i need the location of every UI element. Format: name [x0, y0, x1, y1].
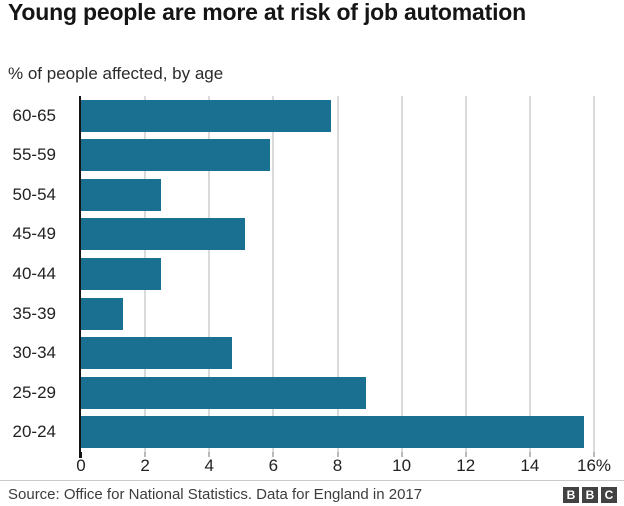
bar-40-44 — [81, 258, 162, 291]
gridline-4 — [208, 96, 211, 452]
gridline-6 — [272, 96, 275, 452]
bar-row-50-54 — [81, 175, 594, 215]
x-tick-label-2: 2 — [140, 456, 150, 475]
y-label-20-24: 20-24 — [12, 422, 56, 442]
plot-area — [79, 96, 595, 458]
y-label-40-44: 40-44 — [12, 264, 56, 284]
x-tick-label-0: 0 — [76, 456, 86, 475]
y-label-35-39: 35-39 — [12, 303, 56, 323]
x-tick-label-12: 12 — [456, 456, 476, 475]
bar-25-29 — [81, 376, 367, 409]
bar-55-59 — [81, 139, 271, 172]
bar-50-54 — [81, 178, 162, 211]
bar-row-40-44 — [81, 254, 594, 294]
x-tick-mark-10 — [400, 452, 403, 457]
bar-60-65 — [81, 99, 332, 132]
y-axis-line — [79, 96, 81, 458]
x-tick-mark-6 — [272, 452, 275, 457]
y-label-50-54: 50-54 — [12, 184, 56, 204]
bar-row-20-24 — [81, 413, 594, 453]
bar-row-55-59 — [81, 136, 594, 176]
bbc-logo-letter-2: C — [601, 487, 617, 503]
chart-title: Young people are more at risk of job aut… — [8, 0, 526, 25]
x-tick-mark-2 — [144, 452, 147, 457]
gridline-8 — [336, 96, 339, 452]
bar-rows — [81, 96, 594, 452]
x-tick-label-16: 16% — [576, 456, 612, 475]
y-axis-labels: 60-65 55-59 50-54 45-49 40-44 35-39 30-34 25-29… — [0, 96, 56, 452]
bar-row-25-29 — [81, 373, 594, 413]
bar-row-35-39 — [81, 294, 594, 334]
gridline-16 — [593, 96, 595, 452]
x-tick-label-4: 4 — [204, 456, 214, 475]
x-tick-label-14: 14 — [520, 456, 540, 475]
x-tick-label-10: 10 — [392, 456, 412, 475]
x-tick-label-6: 6 — [268, 456, 279, 475]
source-note: Source: Office for National Statistics. … — [8, 486, 423, 503]
y-label-60-65: 60-65 — [12, 105, 56, 125]
bar-35-39 — [81, 297, 123, 330]
x-tick-mark-16 — [593, 452, 595, 457]
y-label-45-49: 45-49 — [12, 224, 56, 244]
bar-row-45-49 — [81, 215, 594, 255]
bar-20-24 — [81, 416, 585, 449]
y-label-25-29: 25-29 — [12, 382, 56, 402]
x-tick-label-8: 8 — [332, 456, 343, 475]
bar-row-60-65 — [81, 96, 594, 136]
bbc-logo-letter-0: B — [563, 487, 579, 503]
x-tick-mark-14 — [528, 452, 531, 457]
x-tick-mark-12 — [464, 452, 467, 457]
bar-row-30-34 — [81, 333, 594, 373]
gridline-10 — [400, 96, 403, 452]
bar-45-49 — [81, 218, 245, 251]
y-label-55-59: 55-59 — [12, 145, 56, 165]
gridline-14 — [528, 96, 531, 452]
footer-divider — [0, 480, 624, 481]
x-tick-mark-4 — [208, 452, 211, 457]
bbc-logo-letter-1: B — [582, 487, 598, 503]
gridline-12 — [464, 96, 467, 452]
chart-subtitle: % of people affected, by age — [8, 64, 224, 83]
x-axis: 0 2 4 6 8 10 12 14 16% — [76, 452, 611, 478]
x-tick-mark-0 — [80, 452, 82, 458]
y-label-30-34: 30-34 — [12, 343, 56, 363]
x-tick-mark-8 — [336, 452, 339, 457]
bar-30-34 — [81, 337, 232, 370]
